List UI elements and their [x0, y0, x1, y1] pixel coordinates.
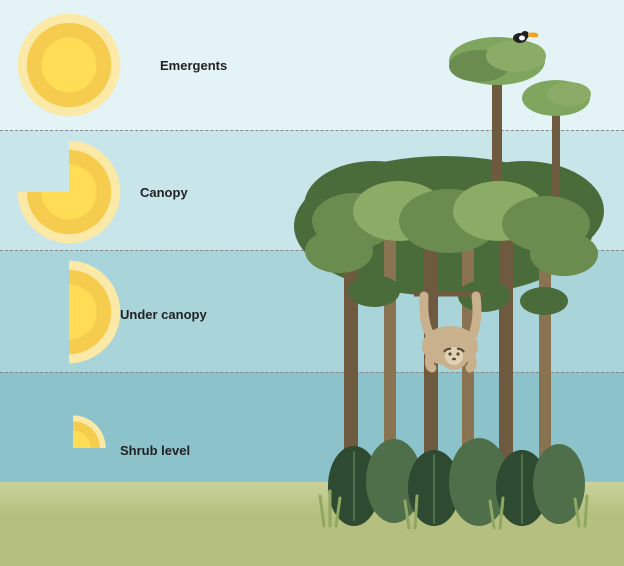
- rainforest-layers-diagram: Emergents Canopy Under canopy Shrub leve…: [0, 0, 624, 566]
- layer-label-canopy: Canopy: [140, 185, 188, 200]
- forest-illustration: [284, 6, 614, 566]
- sun-icon-shrub-level: [38, 413, 108, 483]
- layer-label-emergents: Emergents: [160, 58, 227, 73]
- sun-icon-canopy: [14, 137, 124, 247]
- layer-label-under-canopy: Under canopy: [120, 307, 207, 322]
- sun-icon-under-canopy: [14, 257, 124, 367]
- sun-icon-emergents: [14, 10, 124, 120]
- layer-label-shrub-level: Shrub level: [120, 443, 190, 458]
